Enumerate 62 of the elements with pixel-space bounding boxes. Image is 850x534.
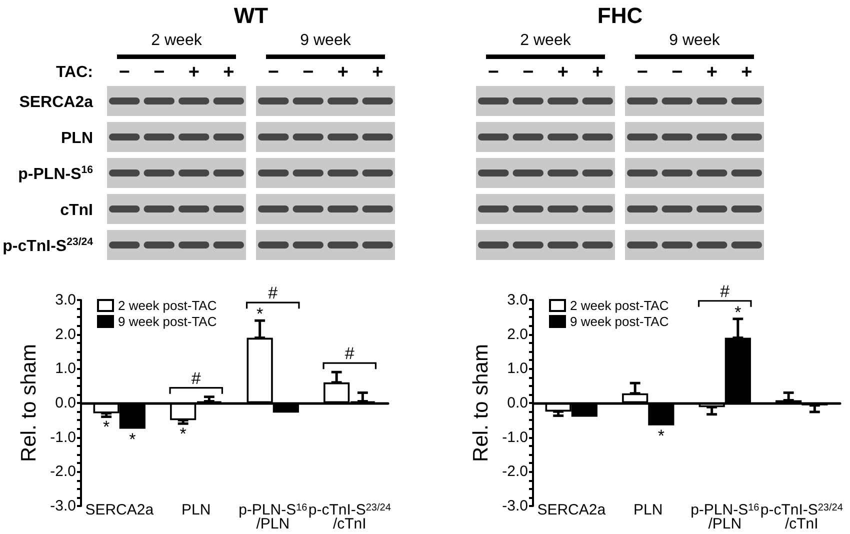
y-tick-label: 2.0 (507, 326, 528, 343)
data-label: * (256, 304, 264, 324)
category-label: cTnI (60, 202, 93, 219)
data-label: * (658, 426, 665, 446)
text: − (672, 62, 683, 83)
text: − (154, 62, 165, 83)
y-tick-label: -2.0 (502, 463, 528, 480)
data-label: * (180, 424, 187, 444)
text: − (488, 62, 499, 83)
legend-label: 9 week post-TAC (570, 314, 669, 329)
text: + (592, 62, 604, 83)
x-tick-label: PLN (634, 502, 663, 518)
y-tick-label: 1.0 (507, 360, 528, 378)
data-label: * (103, 418, 110, 437)
category-label: SERCA2a (19, 94, 93, 111)
y-tick-label: -1.0 (50, 428, 76, 446)
y-tick-label: 3.0 (507, 292, 528, 308)
text: − (302, 62, 314, 83)
data-label: * (129, 430, 136, 449)
legend-label: 2 week post-TAC (118, 298, 217, 313)
text: + (188, 62, 200, 83)
x-tick-label: PLN (182, 502, 211, 518)
y-tick-label: 0.0 (55, 394, 76, 412)
text: FHC (597, 3, 643, 28)
y-tick-label: -3.0 (502, 498, 528, 514)
category-label: p-cTnI-S$^{23/24}$ (2, 236, 93, 255)
category-label: p-PLN-S$^{16}$ (18, 164, 93, 183)
data-label: * (734, 302, 742, 322)
annotation: # (344, 344, 355, 364)
text: + (557, 62, 568, 83)
text: + (372, 62, 384, 83)
text: + (337, 62, 348, 83)
category-label: 2 week (520, 32, 572, 49)
text: − (118, 62, 130, 83)
annotation: # (191, 368, 202, 388)
x-tick-label: SERCA2a (85, 502, 154, 518)
y-tick-label: -3.0 (50, 498, 76, 514)
y-tick-label: -2.0 (50, 463, 76, 480)
text: + (706, 62, 718, 83)
category-label: 2 week (151, 32, 203, 49)
legend-label: 9 week post-TAC (118, 314, 217, 329)
y-axis-title: Rel. to sham (17, 344, 40, 462)
category-label: PLN (61, 130, 93, 147)
y-tick-label: 3.0 (55, 292, 76, 308)
x-tick-label: SERCA2a (537, 502, 606, 518)
y-tick-label: 2.0 (55, 326, 76, 343)
text: + (741, 62, 752, 83)
text: + (223, 62, 234, 83)
annotation: # (720, 282, 730, 301)
text: − (636, 62, 648, 83)
text: TAC: (56, 64, 93, 81)
y-axis-title: Rel. to sham (469, 344, 492, 462)
y-tick-label: -1.0 (502, 428, 528, 446)
legend-label: 2 week post-TAC (570, 298, 669, 313)
y-tick-label: 1.0 (55, 360, 76, 378)
y-tick-label: 0.0 (507, 394, 528, 412)
text: − (268, 62, 279, 83)
category-label: 9 week (300, 32, 352, 49)
text: WT (234, 3, 269, 28)
text: − (522, 62, 534, 83)
annotation: # (268, 284, 278, 303)
category-label: 9 week (669, 32, 721, 49)
